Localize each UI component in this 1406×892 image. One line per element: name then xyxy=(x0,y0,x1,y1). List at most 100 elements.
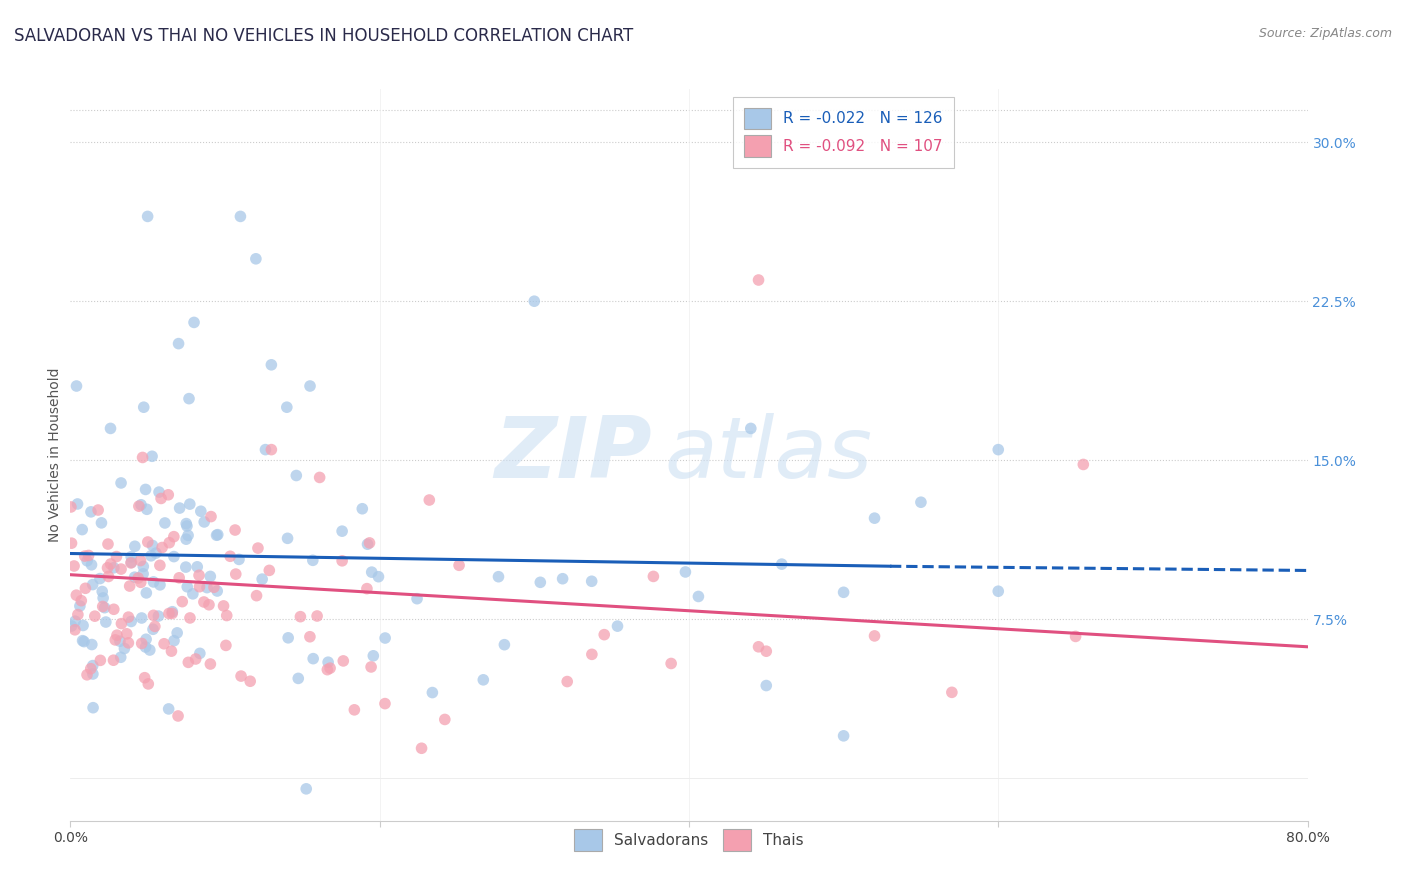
Point xyxy=(157,702,180,716)
Point xyxy=(148,485,170,500)
Point xyxy=(290,609,312,624)
Point xyxy=(363,648,385,663)
Point xyxy=(121,555,143,569)
Point xyxy=(80,558,103,572)
Point xyxy=(157,535,180,549)
Point xyxy=(83,609,105,624)
Point xyxy=(89,653,111,667)
Point xyxy=(145,546,167,560)
Point xyxy=(163,530,186,544)
Point xyxy=(941,685,963,699)
Point xyxy=(135,640,157,654)
Point xyxy=(157,607,180,621)
Point xyxy=(207,527,229,541)
Point xyxy=(193,595,215,609)
Point xyxy=(129,498,152,512)
Point xyxy=(129,575,152,590)
Point xyxy=(581,648,603,662)
Point xyxy=(360,660,382,674)
Point xyxy=(70,593,93,607)
Point xyxy=(72,618,94,632)
Point xyxy=(110,616,132,631)
Point xyxy=(330,554,353,568)
Point xyxy=(127,571,149,585)
Point xyxy=(132,566,155,581)
Point xyxy=(142,574,165,589)
Y-axis label: No Vehicles in Household: No Vehicles in Household xyxy=(48,368,62,542)
Point xyxy=(108,634,131,648)
Point xyxy=(205,584,228,599)
Point xyxy=(120,556,142,570)
Point xyxy=(863,511,886,525)
Point xyxy=(174,532,197,546)
Point xyxy=(260,442,283,457)
Point xyxy=(406,591,429,606)
Point xyxy=(195,581,218,595)
Point xyxy=(124,570,146,584)
Point xyxy=(287,672,309,686)
Point xyxy=(150,541,173,555)
Point xyxy=(149,578,172,592)
Point xyxy=(183,315,205,329)
Point xyxy=(494,638,516,652)
Point xyxy=(103,561,125,575)
Point xyxy=(94,615,117,629)
Point xyxy=(60,536,83,550)
Point xyxy=(359,536,381,550)
Point xyxy=(118,579,141,593)
Point xyxy=(219,549,242,564)
Point xyxy=(65,588,87,602)
Point xyxy=(184,652,207,666)
Point xyxy=(82,577,104,591)
Point xyxy=(659,657,682,671)
Point xyxy=(110,650,132,665)
Point xyxy=(748,273,770,287)
Point xyxy=(82,700,104,714)
Point xyxy=(356,582,378,596)
Point xyxy=(190,504,212,518)
Point xyxy=(1073,458,1095,472)
Point xyxy=(80,662,103,676)
Point xyxy=(153,637,176,651)
Point xyxy=(166,625,188,640)
Text: SALVADORAN VS THAI NO VEHICLES IN HOUSEHOLD CORRELATION CHART: SALVADORAN VS THAI NO VEHICLES IN HOUSEH… xyxy=(14,27,633,45)
Point xyxy=(97,537,120,551)
Point xyxy=(120,615,142,629)
Point xyxy=(120,549,142,564)
Point xyxy=(229,669,252,683)
Point xyxy=(198,598,221,612)
Point xyxy=(112,641,135,656)
Point xyxy=(555,674,578,689)
Point xyxy=(148,609,170,624)
Point xyxy=(418,493,440,508)
Point xyxy=(160,607,183,621)
Point xyxy=(260,358,283,372)
Point xyxy=(105,549,128,564)
Legend: Salvadorans, Thais: Salvadorans, Thais xyxy=(568,823,810,857)
Point xyxy=(224,523,246,537)
Point xyxy=(91,591,114,605)
Point xyxy=(299,379,322,393)
Point xyxy=(174,516,197,531)
Point xyxy=(131,636,153,650)
Point xyxy=(179,497,201,511)
Point xyxy=(433,713,456,727)
Point xyxy=(188,568,211,582)
Point xyxy=(449,558,471,573)
Point xyxy=(229,210,252,224)
Point xyxy=(215,608,238,623)
Point xyxy=(63,614,86,628)
Point xyxy=(80,505,103,519)
Point xyxy=(82,658,104,673)
Point xyxy=(529,575,551,590)
Point xyxy=(910,495,932,509)
Point xyxy=(200,509,222,524)
Point xyxy=(69,599,91,613)
Point xyxy=(132,559,155,574)
Point xyxy=(215,639,238,653)
Point xyxy=(103,602,125,616)
Point xyxy=(643,569,665,583)
Point xyxy=(59,500,82,514)
Point xyxy=(162,605,184,619)
Point xyxy=(202,580,225,594)
